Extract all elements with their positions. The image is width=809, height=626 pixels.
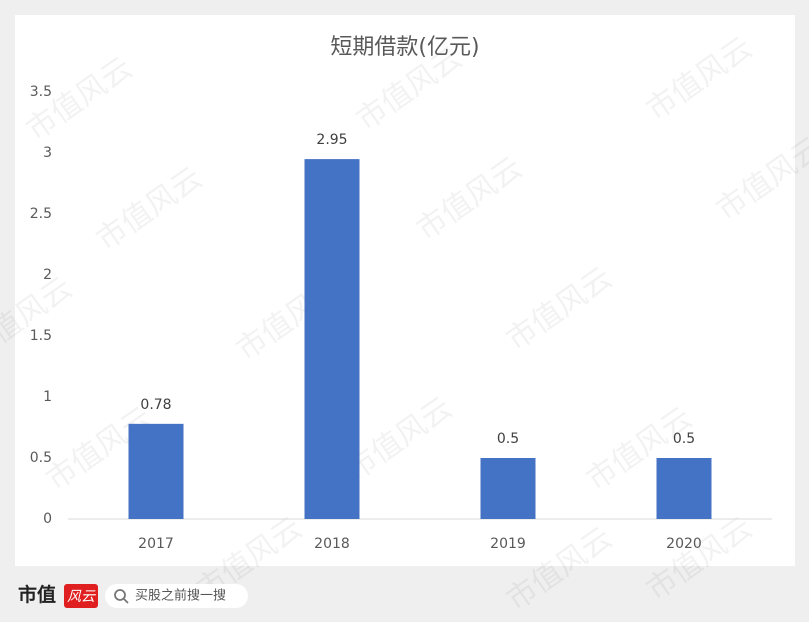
bar [304, 159, 360, 519]
bar [128, 423, 184, 519]
plot: 0 0.5 1 1.5 2 2.5 3 3.5 2017 0.78 2018 2.95 2019 0.5 2… [30, 84, 712, 552]
bar [656, 458, 712, 519]
search-box[interactable] [105, 584, 248, 608]
footer-logo-badge: 风云 [67, 589, 96, 605]
y-tick-label: 1 [43, 389, 52, 405]
x-tick-label: 2020 [666, 536, 702, 552]
data-label: 0.78 [140, 397, 171, 413]
x-tick-label: 2019 [490, 536, 526, 552]
y-tick-label: 2 [43, 267, 52, 283]
search-icon [114, 589, 126, 601]
chart-title: 短期借款(亿元) [330, 35, 479, 60]
y-tick-label: 1.5 [30, 328, 52, 344]
y-tick-label: 2.5 [30, 206, 52, 222]
data-label: 0.5 [497, 431, 519, 447]
search-icon-handle [123, 598, 129, 604]
footer-logo-badge-bg [64, 584, 98, 608]
x-tick-label: 2018 [314, 536, 350, 552]
footer-logo: 市值 [18, 583, 56, 606]
data-label: 0.5 [673, 431, 695, 447]
x-tick-label: 2017 [138, 536, 174, 552]
search-placeholder: 买股之前搜一搜 [135, 588, 226, 604]
y-tick-label: 0.5 [30, 450, 52, 466]
y-tick-label: 0 [43, 511, 52, 527]
bar [480, 458, 536, 519]
data-label: 2.95 [316, 132, 347, 148]
y-tick-label: 3.5 [30, 84, 52, 100]
y-tick-label: 3 [43, 145, 52, 161]
